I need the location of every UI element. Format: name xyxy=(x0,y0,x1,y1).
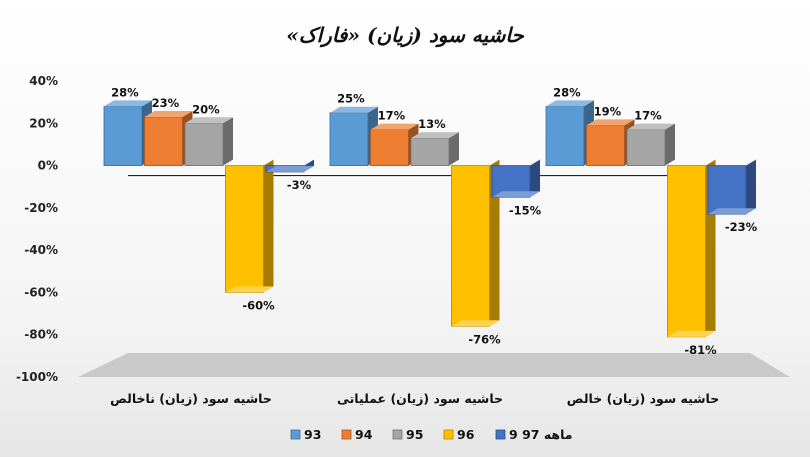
bar-cap xyxy=(411,132,459,139)
legend-label: 94 xyxy=(355,427,373,442)
data-label: 17% xyxy=(634,109,662,123)
legend-swatch xyxy=(392,429,403,440)
bar-cap xyxy=(370,123,419,130)
bar-front xyxy=(626,129,666,166)
y-tick-label: -60% xyxy=(24,285,58,299)
bar-side xyxy=(746,159,756,215)
bar xyxy=(225,159,274,293)
data-label: -23% xyxy=(725,220,758,234)
data-label: -60% xyxy=(242,298,275,312)
data-label: 20% xyxy=(192,102,220,116)
bar xyxy=(265,159,314,173)
bar-side xyxy=(449,132,459,166)
bar-cap xyxy=(185,117,233,124)
legend-item: 95 xyxy=(392,427,423,442)
bar-front xyxy=(586,125,625,166)
chart-floor xyxy=(78,353,790,377)
legend-item: 96 xyxy=(443,427,475,442)
bar-cap xyxy=(627,123,675,130)
data-label: -81% xyxy=(684,343,717,357)
bar xyxy=(451,159,500,327)
legend-label: 9 ماهه 97 xyxy=(509,427,573,442)
y-tick-label: 0% xyxy=(38,159,58,173)
legend-swatch xyxy=(290,429,301,440)
legend-label: 93 xyxy=(304,427,321,442)
data-label: 28% xyxy=(553,85,581,99)
y-tick-label: 40% xyxy=(29,74,58,88)
data-label: 19% xyxy=(594,104,622,118)
bar-front xyxy=(329,112,369,166)
data-label: 13% xyxy=(418,117,446,131)
legend: 93 94 95 96 9 ماهه 97 xyxy=(290,427,573,442)
bar-front xyxy=(707,165,747,215)
x-axis: حاشیه سود (زیان) ناخالص حاشیه سود (زیان) … xyxy=(110,391,719,406)
legend-label: 95 xyxy=(406,427,423,442)
bar xyxy=(410,132,459,166)
bar-cap xyxy=(225,286,274,293)
data-label: 23% xyxy=(152,96,180,110)
legend-swatch xyxy=(443,429,454,440)
y-tick-label: -100% xyxy=(16,370,58,384)
category-label: حاشیه سود (زیان) خالص xyxy=(567,391,719,406)
bar-cap xyxy=(144,110,193,117)
bar xyxy=(184,117,233,166)
data-label: -76% xyxy=(468,332,501,346)
legend-swatch xyxy=(495,429,506,440)
legend-item: 94 xyxy=(341,427,373,442)
bar-cap xyxy=(586,119,635,126)
bar-cap xyxy=(667,330,716,337)
legend-item: 93 xyxy=(290,427,321,442)
legend-label: 96 xyxy=(457,427,475,442)
bar-cap xyxy=(708,208,756,215)
data-label: 25% xyxy=(337,92,365,106)
bar-side xyxy=(263,159,274,293)
bar-cap xyxy=(266,165,314,172)
bar-front xyxy=(667,165,706,338)
bar-side xyxy=(223,117,233,166)
bar-front xyxy=(103,105,143,166)
bar-front xyxy=(410,137,450,166)
data-label: 28% xyxy=(111,85,139,99)
bar-front xyxy=(225,165,264,293)
bar-front xyxy=(184,122,224,166)
bars xyxy=(103,100,756,338)
bar xyxy=(626,123,675,166)
bar-front xyxy=(144,116,183,166)
bar-front xyxy=(545,105,585,166)
category-label: حاشیه سود (زیان) ناخالص xyxy=(110,391,272,406)
legend-swatch xyxy=(341,429,352,440)
y-tick-label: -20% xyxy=(24,201,58,215)
chart-title: حاشیه سود (زیان) «فاراک» xyxy=(286,23,524,48)
y-tick-label: 20% xyxy=(29,116,58,130)
data-labels: 28% 23% 20% -60% -3% 25% 17% 13% -76% -15% 28% 19% 1… xyxy=(111,85,757,356)
bar-cap xyxy=(546,100,594,107)
bar-side xyxy=(489,159,500,327)
floor-plane xyxy=(78,353,790,377)
bar-front xyxy=(451,165,490,327)
bar-cap xyxy=(104,100,152,107)
y-tick-label: -80% xyxy=(24,328,58,342)
y-tick-label: -40% xyxy=(24,243,58,257)
data-label: -15% xyxy=(509,203,542,217)
bar-cap xyxy=(330,106,378,113)
data-label: -3% xyxy=(287,178,312,192)
category-label: حاشیه سود (زیان) عملیاتی xyxy=(337,391,503,406)
data-label: 17% xyxy=(378,109,406,123)
bar-side xyxy=(530,159,540,198)
bar-front xyxy=(370,129,409,166)
bar-cap xyxy=(492,191,540,198)
bar xyxy=(707,159,756,215)
bar-side xyxy=(665,123,675,166)
legend-item: 9 ماهه 97 xyxy=(495,427,573,442)
bar-cap xyxy=(451,320,500,327)
bar xyxy=(491,159,540,198)
